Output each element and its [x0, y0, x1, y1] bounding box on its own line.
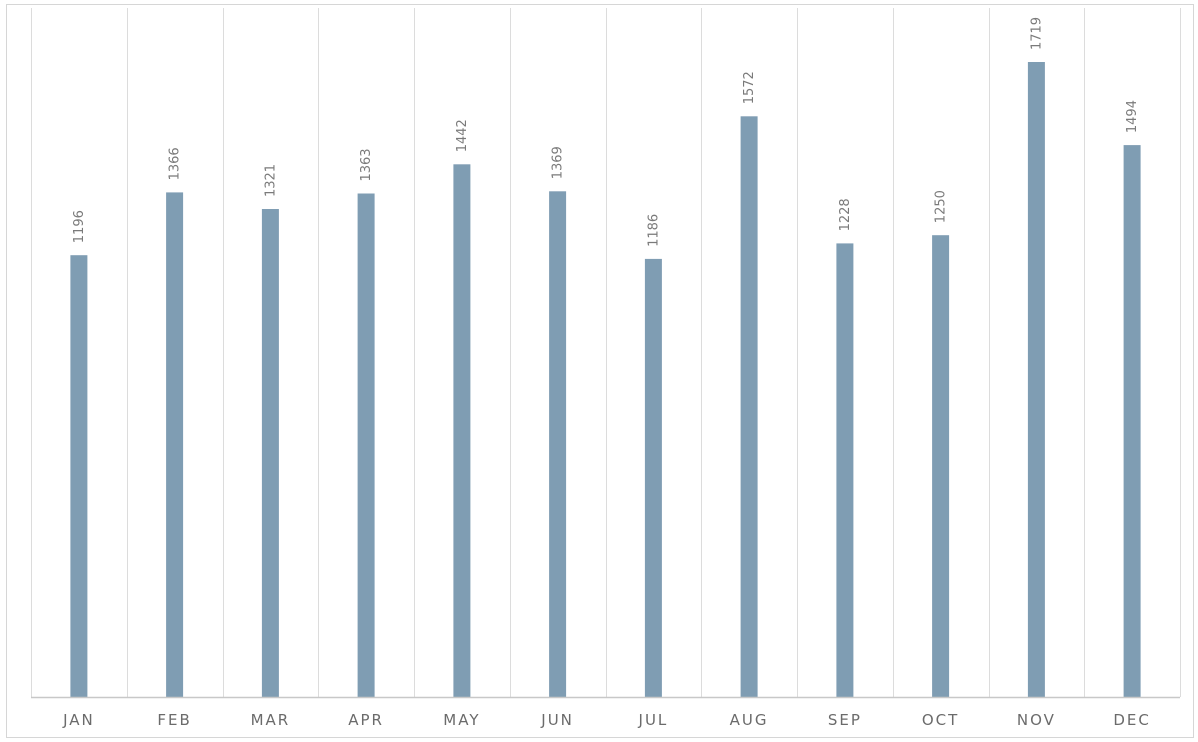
bar-jun [549, 191, 567, 698]
bar-may [453, 164, 471, 698]
bar-nov [1027, 62, 1045, 697]
x-tick-aug: AUG [730, 711, 769, 729]
grid-lines [31, 8, 1181, 697]
data-label-jun: 1369 [551, 146, 566, 179]
bar-feb [166, 192, 184, 697]
x-tick-labels: JAN FEB MAR APR MAY JUN JUL AUG SEP OCT NOV DEC [62, 711, 1151, 729]
x-tick-jul: JUL [638, 711, 669, 729]
data-label-mar: 1321 [263, 164, 278, 197]
x-tick-mar: MAR [251, 711, 291, 729]
data-labels: 1196 1366 1321 1363 1442 1369 1186 1572 1228 1250… [72, 17, 1140, 247]
data-label-apr: 1363 [359, 148, 374, 181]
x-tick-jun: JUN [540, 711, 574, 729]
bar-aug [740, 116, 758, 698]
chart-frame [6, 4, 1194, 738]
bar-jan [70, 255, 88, 697]
x-tick-oct: OCT [922, 711, 959, 729]
data-label-may: 1442 [455, 119, 470, 152]
data-label-feb: 1366 [168, 147, 183, 180]
bar-mar [261, 209, 279, 697]
bar-dec [1123, 145, 1141, 698]
x-tick-nov: NOV [1017, 711, 1056, 729]
x-tick-may: MAY [443, 711, 480, 729]
data-label-jul: 1186 [646, 214, 661, 247]
x-tick-dec: DEC [1113, 711, 1151, 729]
data-label-jan: 1196 [72, 210, 87, 243]
x-tick-jan: JAN [62, 711, 95, 729]
data-label-oct: 1250 [934, 190, 949, 223]
x-tick-apr: APR [348, 711, 384, 729]
data-label-nov: 1719 [1029, 17, 1044, 50]
data-label-aug: 1572 [742, 71, 757, 104]
x-tick-feb: FEB [157, 711, 191, 729]
x-tick-sep: SEP [828, 711, 862, 729]
data-label-dec: 1494 [1125, 100, 1140, 133]
bar-sep [836, 243, 854, 697]
bar-apr [357, 193, 375, 697]
bars [70, 62, 1141, 698]
data-label-sep: 1228 [838, 198, 853, 231]
bar-jul [644, 258, 662, 697]
bar-oct [932, 235, 950, 697]
